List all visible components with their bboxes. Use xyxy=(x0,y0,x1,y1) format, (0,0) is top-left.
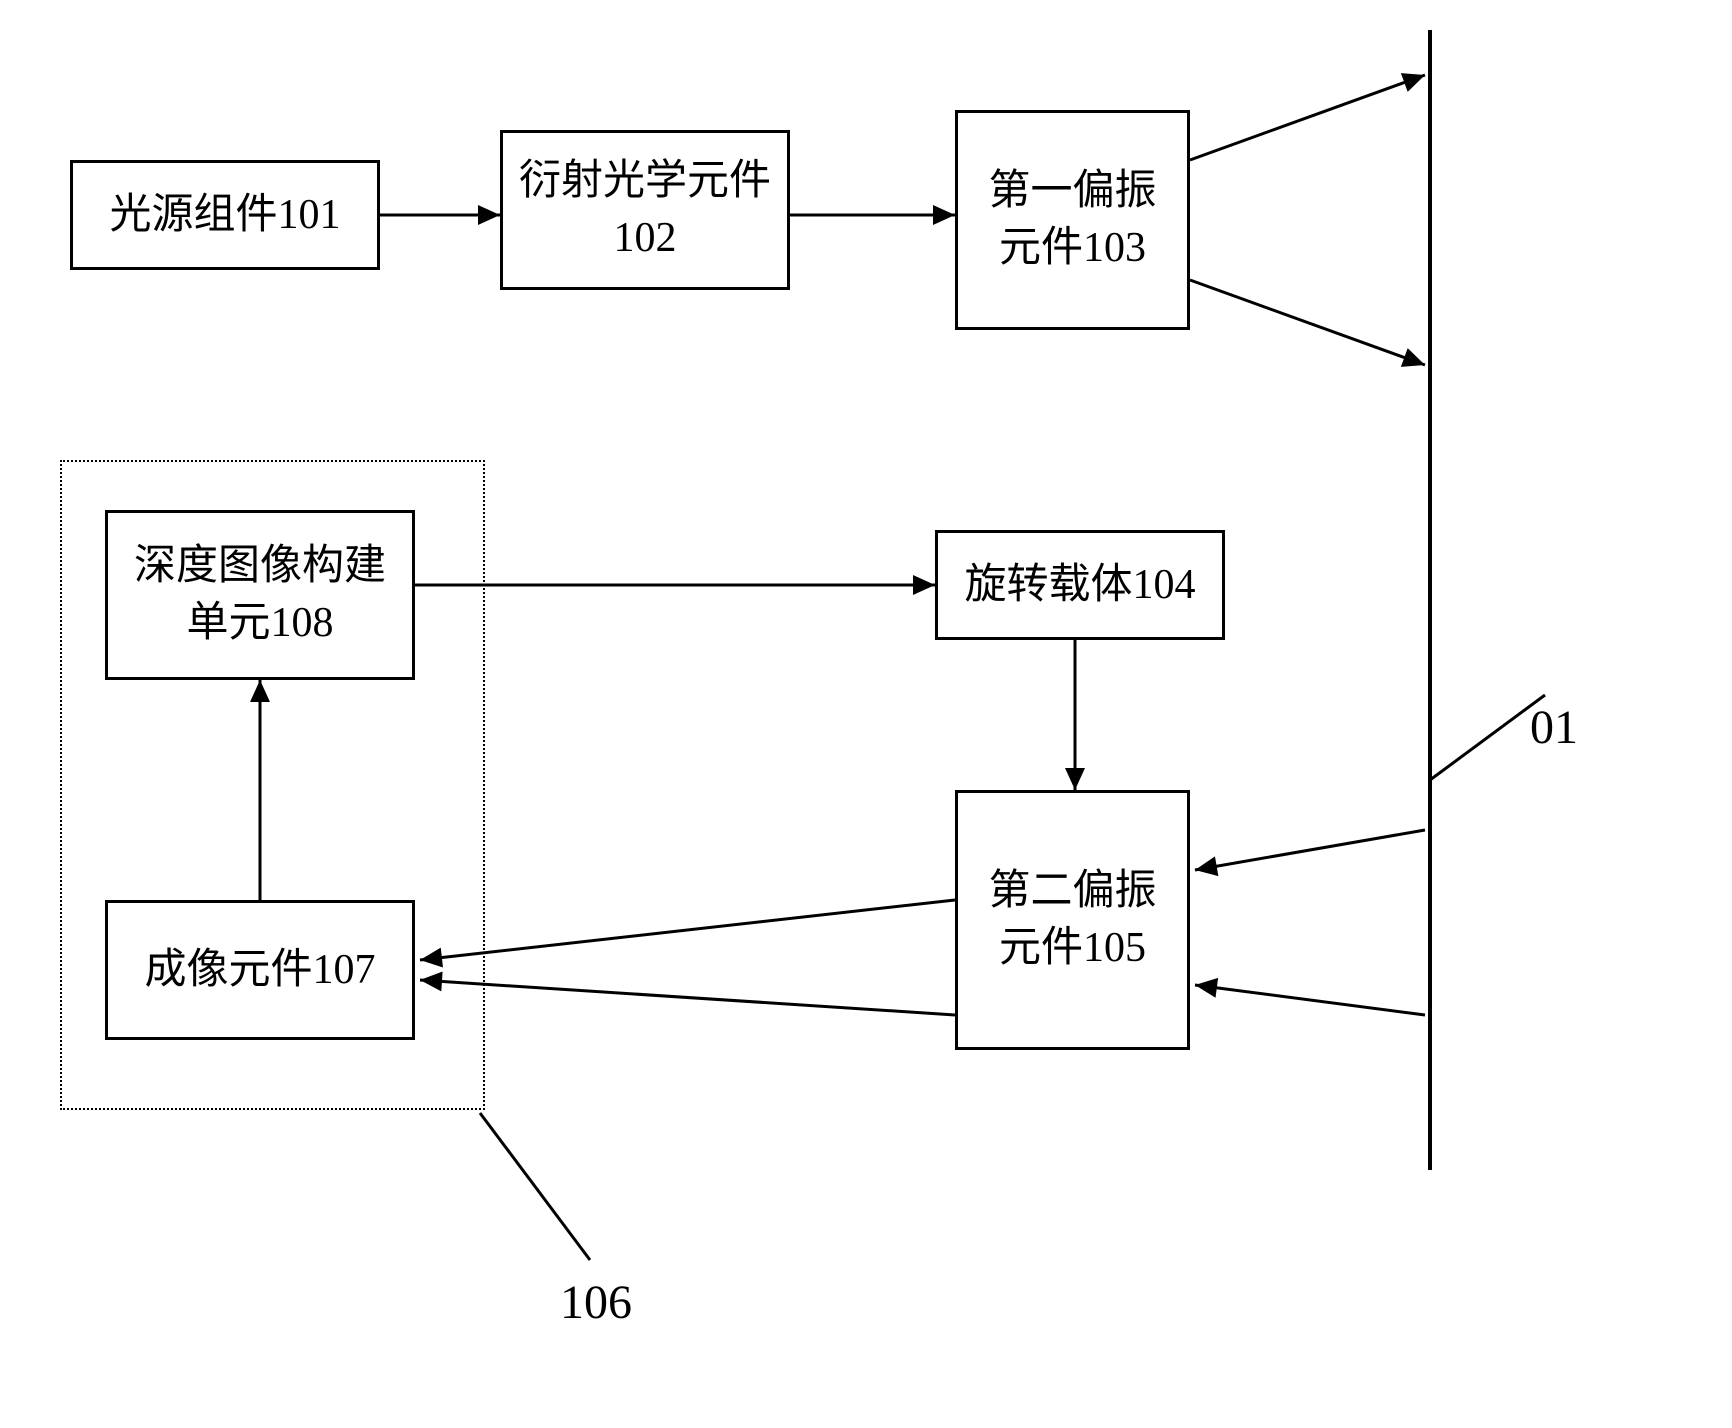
node-102-label: 衍射光学元件102 xyxy=(519,153,771,266)
diagram-stage: 光源组件101 衍射光学元件102 第一偏振元件103 旋转载体104 第二偏振… xyxy=(0,0,1732,1428)
node-104-rotary-carrier: 旋转载体104 xyxy=(935,530,1225,640)
node-107-imaging-element: 成像元件107 xyxy=(105,900,415,1040)
node-101-label: 光源组件101 xyxy=(109,187,340,244)
node-105-label: 第二偏振元件105 xyxy=(988,863,1156,976)
label-01-object: 01 xyxy=(1530,700,1578,755)
node-103-label: 第一偏振元件103 xyxy=(988,163,1156,276)
node-102-diffractive-optical-element: 衍射光学元件102 xyxy=(500,130,790,290)
node-104-label: 旋转载体104 xyxy=(964,557,1195,614)
node-101-light-source: 光源组件101 xyxy=(70,160,380,270)
node-108-label: 深度图像构建单元108 xyxy=(134,538,386,651)
label-106-group: 106 xyxy=(560,1275,632,1330)
node-103-first-polarizer: 第一偏振元件103 xyxy=(955,110,1190,330)
node-107-label: 成像元件107 xyxy=(144,942,375,999)
node-105-second-polarizer: 第二偏振元件105 xyxy=(955,790,1190,1050)
node-108-depth-image-builder: 深度图像构建单元108 xyxy=(105,510,415,680)
